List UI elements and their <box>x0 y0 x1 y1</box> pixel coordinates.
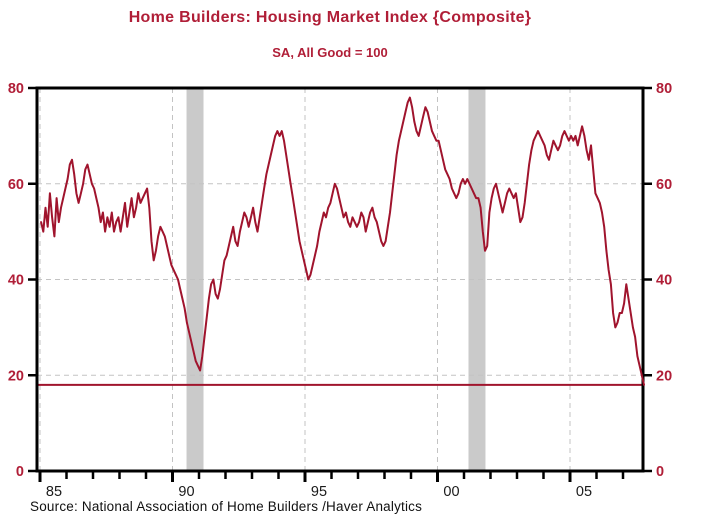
x-axis-label: 85 <box>46 484 62 500</box>
y-axis-label-left: 20 <box>8 368 24 384</box>
chart-title: Home Builders: Housing Market Index {Com… <box>128 9 532 26</box>
y-axis-label-left: 0 <box>16 464 24 480</box>
y-axis-label-left: 40 <box>8 273 24 289</box>
y-axis-label-right: 80 <box>656 81 672 97</box>
y-axis-label-right: 40 <box>656 273 672 289</box>
y-axis-label-right: 0 <box>656 464 664 480</box>
x-axis-label: 90 <box>178 484 194 500</box>
x-axis-label: 05 <box>576 484 592 500</box>
x-axis-label: 00 <box>443 484 459 500</box>
x-axis-label: 95 <box>311 484 327 500</box>
chart-subtitle: SA, All Good = 100 <box>272 45 388 60</box>
y-axis-label-left: 80 <box>8 81 24 97</box>
y-axis-label-right: 60 <box>656 177 672 193</box>
y-axis-label-left: 60 <box>8 177 24 193</box>
axis-frame <box>35 86 645 473</box>
source-note: Source: National Association of Home Bui… <box>30 499 423 514</box>
y-axis-label-right: 20 <box>656 368 672 384</box>
series-line <box>40 96 645 386</box>
